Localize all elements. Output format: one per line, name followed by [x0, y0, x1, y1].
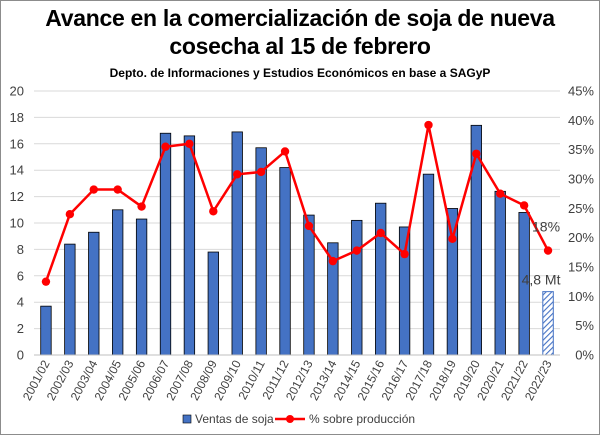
bar: [494, 190, 506, 356]
annotations: 18% 4,8 Mt: [522, 219, 561, 288]
y-right-tick-label: 0%: [575, 348, 594, 363]
bar: [88, 231, 100, 356]
legend-label-bars: Ventas de soja: [195, 412, 274, 426]
y-right-tick-label: 35%: [568, 142, 594, 157]
line-point: [113, 185, 122, 194]
line-point: [65, 210, 75, 219]
legend: Ventas de soja % sobre producción: [182, 412, 415, 426]
bar: [375, 202, 387, 356]
bar: [351, 219, 363, 356]
bar: [303, 214, 315, 356]
line-point: [89, 185, 98, 194]
y-left-tick-label: 2: [17, 321, 24, 336]
bar: [231, 131, 243, 356]
line-point: [472, 149, 481, 158]
y-left-tick-label: 0: [17, 348, 24, 363]
line-point: [137, 202, 146, 211]
line-point: [161, 142, 170, 151]
line-point: [209, 207, 218, 216]
line-point: [304, 221, 314, 231]
y-left-tick-label: 12: [10, 189, 24, 204]
line-point: [543, 246, 553, 255]
y-left-tick-label: 6: [17, 268, 24, 283]
legend-swatch-bars: [182, 414, 192, 424]
y-right-tick-label: 10%: [568, 289, 594, 304]
y-left-tick-label: 4: [17, 295, 24, 310]
y-right-tick-label: 40%: [568, 113, 594, 128]
legend-marker-line: [286, 415, 294, 423]
bar-series: [40, 124, 554, 356]
line-point: [328, 256, 338, 266]
y-left-tick-label: 10: [10, 216, 24, 231]
bar: [40, 305, 52, 356]
line-series-path: [44, 123, 550, 283]
chart-title-line-1: Avance en la comercialización de soja de…: [45, 5, 555, 31]
bar: [112, 209, 124, 356]
line-point: [185, 139, 194, 148]
bar: [542, 291, 554, 356]
legend-label-line: % sobre producción: [309, 412, 415, 426]
bar: [135, 218, 148, 356]
line-point: [496, 189, 505, 198]
y-right-tick-label: 30%: [568, 172, 594, 187]
y-right-tick-label: 20%: [568, 230, 594, 245]
y-left-tick-label: 8: [17, 242, 24, 257]
line-point: [352, 246, 361, 255]
line-point: [400, 249, 409, 259]
line-point: [448, 234, 457, 244]
line-end-label: 18%: [532, 219, 560, 235]
line-point: [424, 120, 433, 130]
line-point: [256, 167, 266, 177]
bar: [64, 243, 76, 356]
bar: [398, 226, 411, 356]
bar: [279, 167, 291, 356]
line-point: [519, 201, 529, 210]
chart-title: Avance en la comercialización de soja de…: [0, 4, 600, 60]
y-right-tick-label: 25%: [568, 201, 594, 216]
y-right-tick-label: 15%: [568, 260, 594, 275]
bar: [446, 208, 459, 356]
y-right-tick-label: 45%: [568, 84, 594, 99]
bar: [159, 132, 172, 356]
bar: [183, 135, 196, 356]
y-left-tick-label: 14: [10, 163, 24, 178]
bar-end-label: 4,8 Mt: [522, 272, 561, 288]
y-right-tick-label: 5%: [575, 318, 594, 333]
chart-title-line-2: cosecha al 15 de febrero: [169, 33, 431, 59]
y-left-tick-label: 18: [10, 110, 24, 125]
bar: [255, 147, 267, 356]
line-series: [41, 120, 553, 286]
line-point: [41, 277, 51, 286]
line-point: [280, 147, 290, 156]
bar: [422, 173, 435, 356]
bar: [207, 251, 219, 356]
line-point: [376, 228, 385, 238]
y-left-tick-label: 16: [10, 136, 24, 151]
y-left-tick-label: 20: [10, 84, 24, 99]
line-point: [233, 170, 242, 179]
chart-subtitle: Depto. de Informaciones y Estudios Econó…: [109, 66, 491, 80]
